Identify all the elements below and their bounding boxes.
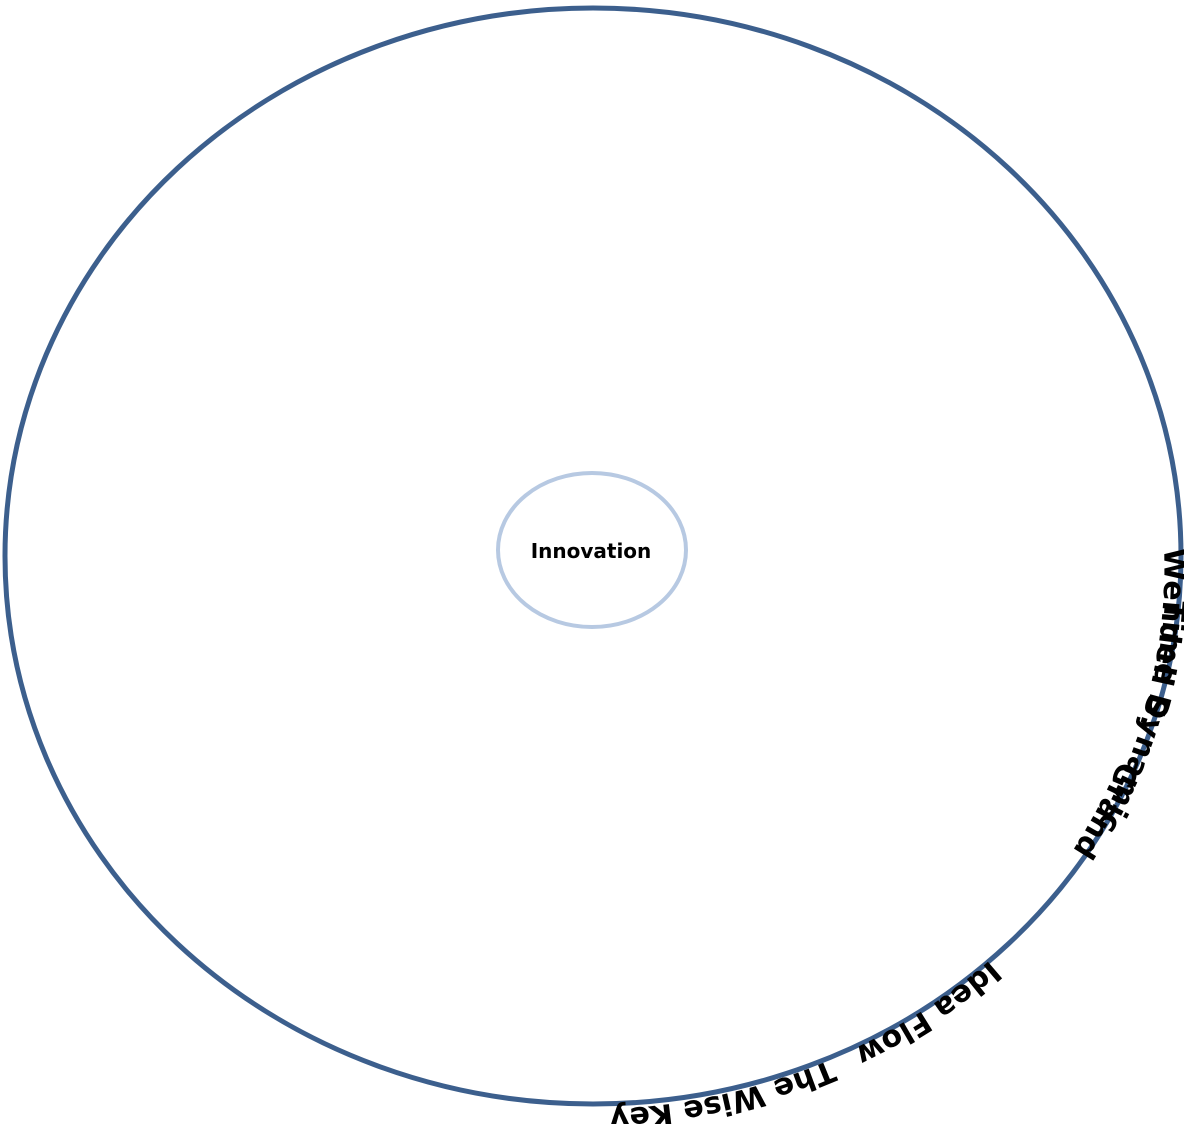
ring-label-4: The Wise Key: [608, 1053, 840, 1124]
ring-labels: Wendell S. Time Dynamic Grand Idea Flow …: [608, 548, 1184, 1124]
outer-ring: [2, 5, 1184, 1107]
center-label: Innovation: [531, 539, 652, 563]
ring-label-3: Idea Flow: [850, 954, 1007, 1073]
center-node: [496, 471, 688, 629]
